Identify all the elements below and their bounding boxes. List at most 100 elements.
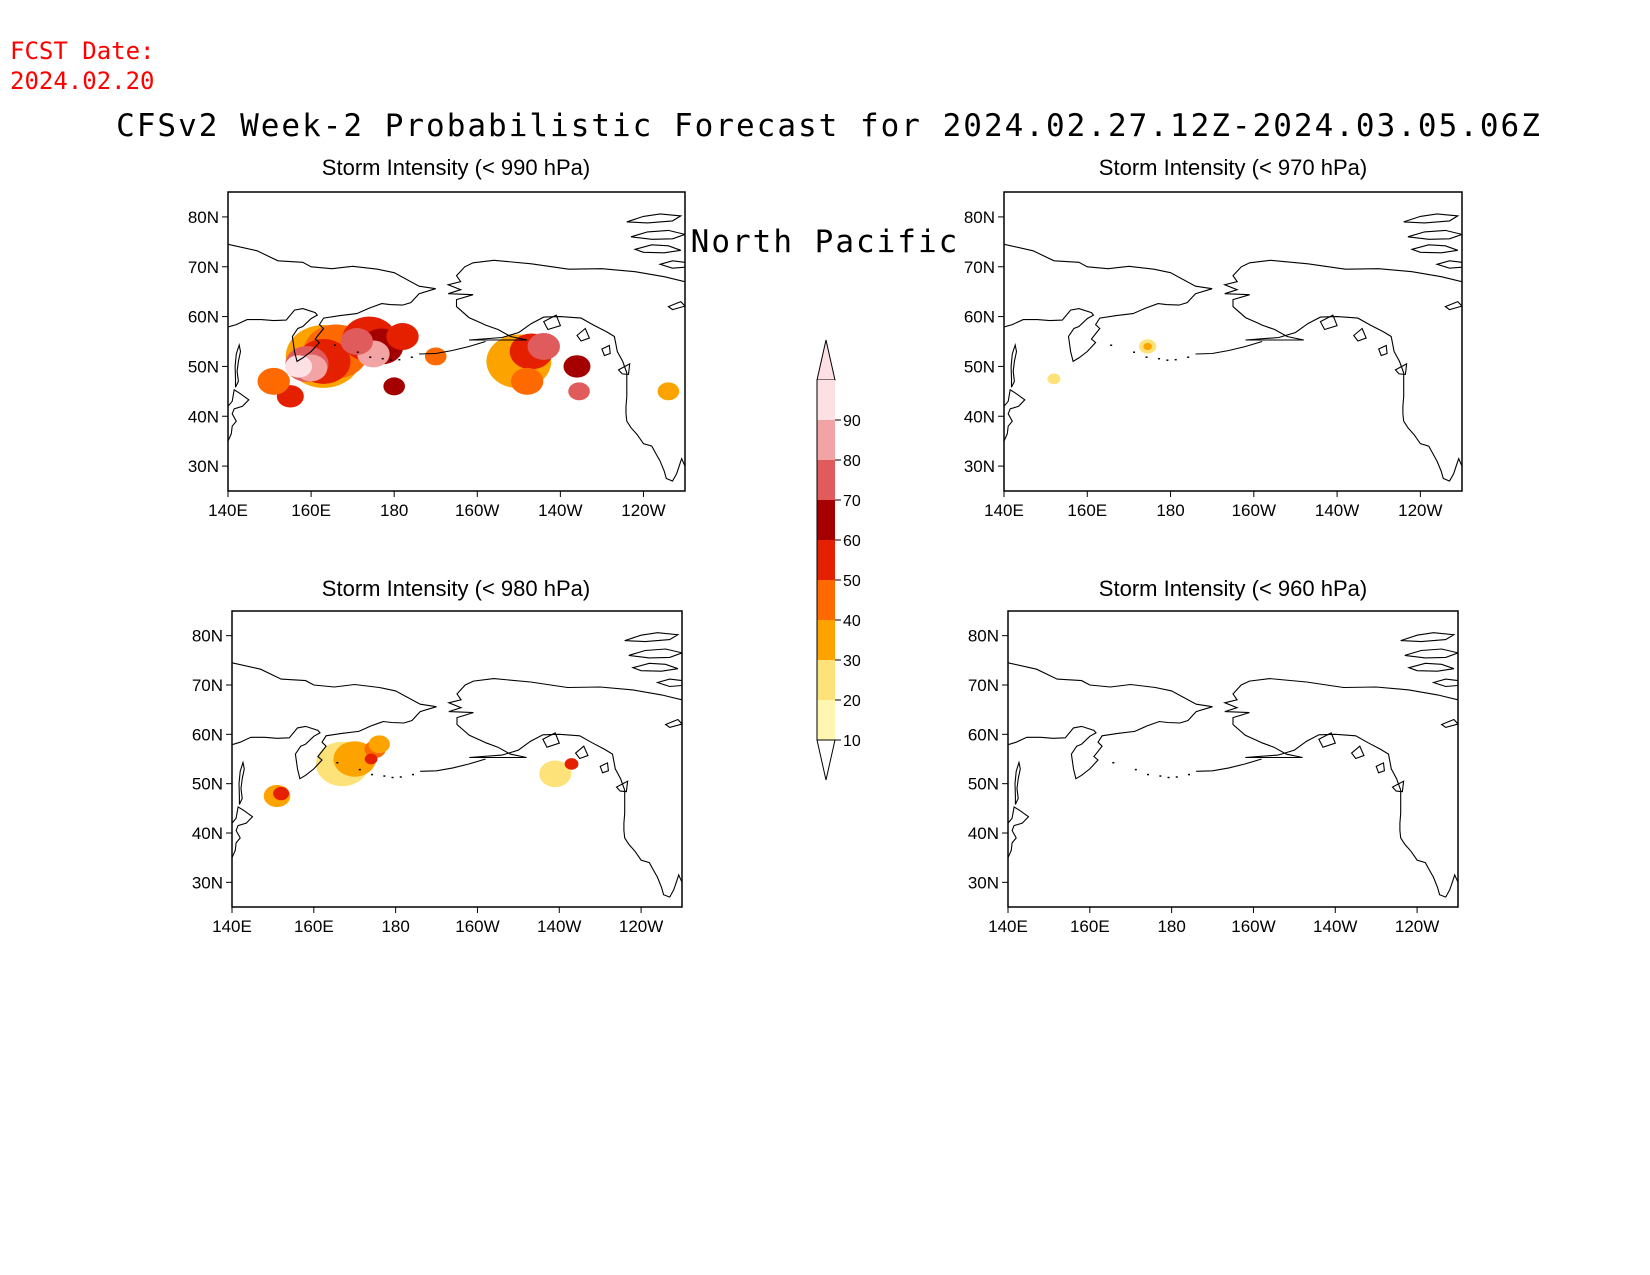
island xyxy=(358,768,361,771)
lon-label: 180 xyxy=(1156,501,1184,520)
coastline-segment xyxy=(420,758,486,772)
island xyxy=(391,776,394,779)
coastline-segment xyxy=(601,344,611,357)
island xyxy=(1187,356,1190,358)
coastline-segment xyxy=(599,762,609,774)
colorbar-bottom-arrow xyxy=(816,739,836,781)
probability-patch xyxy=(657,382,680,401)
lon-label: 120W xyxy=(1398,501,1442,520)
island xyxy=(1147,773,1150,776)
coastline-segment xyxy=(446,678,682,898)
lat-label: 80N xyxy=(192,627,223,646)
probability-patch xyxy=(257,367,290,395)
lon-label: 140W xyxy=(538,501,582,520)
coastline-segment xyxy=(1008,662,1213,780)
coastline-segment xyxy=(628,648,682,659)
coastline-segment xyxy=(1410,244,1458,254)
map-panel-1: Storm Intensity (< 990 hPa) 80N 70N 60N 50N 4… xyxy=(188,155,686,520)
map-frame xyxy=(231,610,683,908)
map-panel-2: Storm Intensity (< 970 hPa) 80N 70N 60N 50N 4… xyxy=(964,155,1463,520)
lat-label: 70N xyxy=(188,258,219,277)
probability-patch xyxy=(285,355,313,378)
coastline-segment xyxy=(1004,243,1213,363)
colorbar-swatch xyxy=(817,420,835,460)
lat-label: 60N xyxy=(964,308,995,327)
island xyxy=(412,773,414,776)
coastline xyxy=(228,213,685,482)
island xyxy=(383,775,386,777)
figure-title-block: CFSv2 Week-2 Probabilistic Forecast for … xyxy=(0,32,1650,300)
coastline xyxy=(1004,213,1462,482)
coastline-segment xyxy=(1319,314,1338,331)
colorbar-label: 20 xyxy=(843,693,861,710)
colorbar-label: 10 xyxy=(843,733,861,750)
probability-field xyxy=(263,735,579,808)
island xyxy=(371,773,374,776)
forecast-date-value: 2024.02.20 xyxy=(10,67,155,95)
coastline-segment xyxy=(1350,745,1365,760)
lat-label: 60N xyxy=(968,725,999,744)
probability-patch xyxy=(510,367,544,395)
coastline-segment xyxy=(1010,342,1018,388)
lat-label: 80N xyxy=(968,627,999,646)
coastline-segment xyxy=(1375,762,1385,774)
colorbar-label: 30 xyxy=(843,653,861,670)
forecast-date-label: FCST Date: xyxy=(10,37,155,65)
coastline-segment xyxy=(446,259,685,482)
probability-patch xyxy=(1143,342,1152,351)
lon-label: 160E xyxy=(1070,917,1110,936)
probability-patch xyxy=(368,735,390,754)
coastline-segment xyxy=(1222,259,1462,482)
panel-title: Storm Intensity (< 960 hPa) xyxy=(1099,576,1367,601)
coastline-segment xyxy=(1394,362,1408,375)
figure-subtitle: North Pacific xyxy=(690,224,960,260)
coastline-segment xyxy=(630,229,685,240)
lon-label: 140W xyxy=(1315,501,1359,520)
lon-label: 140E xyxy=(212,917,252,936)
colorbar-swatch xyxy=(817,700,835,740)
lon-label: 160W xyxy=(455,917,499,936)
colorbar-top-arrow xyxy=(816,339,836,381)
probability-patch xyxy=(383,377,405,396)
coastline-segment xyxy=(419,340,486,355)
panel-title: Storm Intensity (< 970 hPa) xyxy=(1099,155,1367,180)
lon-label: 160E xyxy=(1067,501,1107,520)
lon-label: 160W xyxy=(1232,501,1276,520)
forecast-date: FCST Date: 2024.02.20 xyxy=(10,36,155,96)
probability-field xyxy=(1047,339,1157,385)
coastline-segment xyxy=(1196,758,1262,772)
colorbar-swatch xyxy=(817,380,835,420)
island xyxy=(1188,773,1190,776)
colorbar-swatch xyxy=(817,540,835,580)
colorbar-swatch xyxy=(817,580,835,620)
coastline-segment xyxy=(655,678,682,688)
lat-label: 60N xyxy=(192,725,223,744)
island xyxy=(1167,776,1170,779)
coastline-segment xyxy=(232,662,437,780)
lat-label: 30N xyxy=(968,873,999,892)
lon-label: 160E xyxy=(294,917,334,936)
lat-label: 40N xyxy=(964,407,995,426)
lat-label: 40N xyxy=(192,824,223,843)
colorbar-label: 40 xyxy=(843,613,861,630)
lat-label: 50N xyxy=(964,357,995,376)
coastline-segment xyxy=(624,632,680,643)
island xyxy=(356,351,359,353)
island xyxy=(1159,775,1162,777)
lon-label: 120W xyxy=(619,917,663,936)
map-panel-4: Storm Intensity (< 960 hPa) 80N 70N 60N 50N 4… xyxy=(968,576,1459,936)
lon-label: 140E xyxy=(984,501,1024,520)
coastline-segment xyxy=(1352,327,1367,342)
colorbar-label: 50 xyxy=(843,573,861,590)
lat-label: 70N xyxy=(964,258,995,277)
probability-patch xyxy=(563,355,591,378)
colorbar-swatch xyxy=(817,620,835,660)
lat-label: 80N xyxy=(964,208,995,227)
colorbar-label: 70 xyxy=(843,493,861,510)
coastline-segment xyxy=(1195,340,1263,355)
coastline-segment xyxy=(1407,229,1462,240)
lon-label: 140W xyxy=(537,917,581,936)
lon-label: 120W xyxy=(621,501,665,520)
colorbar-label: 80 xyxy=(843,453,861,470)
coastline-segment xyxy=(1004,388,1026,442)
